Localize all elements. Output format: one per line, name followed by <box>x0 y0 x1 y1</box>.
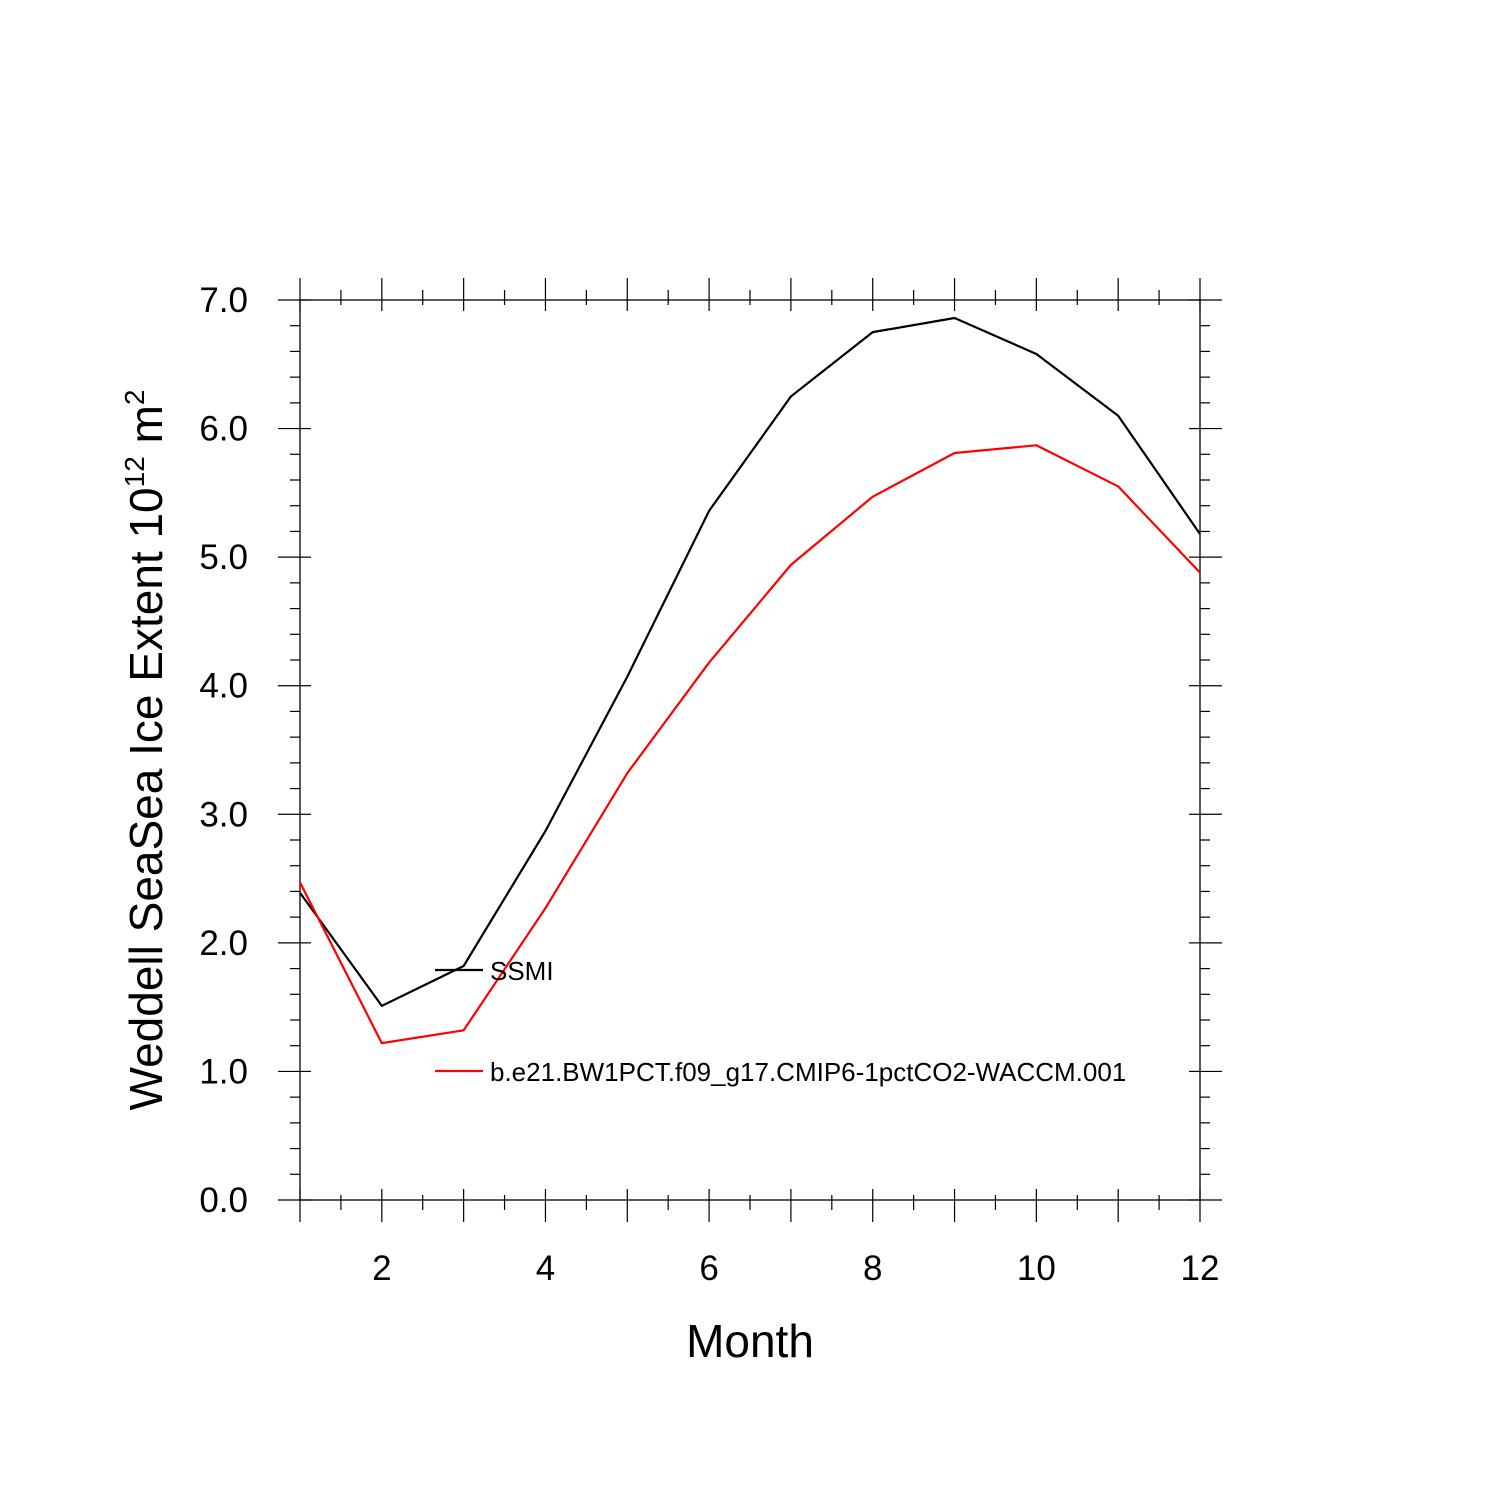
legend-label-model: b.e21.BW1PCT.f09_g17.CMIP6-1pctCO2-WACCM… <box>490 1057 1126 1087</box>
y-tick-label: 1.0 <box>199 1052 248 1091</box>
y-axis-title-unit-exponent: 2 <box>119 390 150 406</box>
y-axis-title: Weddell SeaSea Ice Extent 1012 m2 <box>119 390 172 1111</box>
x-tick-label: 2 <box>372 1249 391 1288</box>
series-lines <box>299 316 1201 1045</box>
axis-ticks <box>278 278 1222 1222</box>
series-line-ssmi <box>299 316 1201 1007</box>
x-tick-label: 10 <box>1017 1249 1056 1288</box>
x-tick-label: 4 <box>536 1249 555 1288</box>
y-tick-label: 2.0 <box>199 924 248 963</box>
y-axis-title-prefix: Weddell SeaSea Ice Extent 10 <box>120 487 172 1110</box>
x-tick-label: 6 <box>699 1249 718 1288</box>
x-tick-labels: 2 4 6 8 10 12 <box>372 1249 1219 1288</box>
x-tick-label: 12 <box>1181 1249 1220 1288</box>
legend: SSMI b.e21.BW1PCT.f09_g17.CMIP6-1pctCO2-… <box>435 956 1126 1087</box>
y-axis-title-exponent: 12 <box>119 456 150 487</box>
y-tick-labels: 0.0 1.0 2.0 3.0 4.0 5.0 6.0 7.0 <box>199 281 248 1220</box>
x-tick-label: 8 <box>863 1249 882 1288</box>
legend-label-ssmi: SSMI <box>490 956 554 986</box>
y-tick-label: 4.0 <box>199 667 248 706</box>
y-tick-label: 5.0 <box>199 538 248 577</box>
series-line-model <box>299 444 1201 1045</box>
y-tick-label: 6.0 <box>199 410 248 449</box>
y-tick-label: 3.0 <box>199 795 248 834</box>
y-tick-label: 7.0 <box>199 281 248 320</box>
y-tick-label: 0.0 <box>199 1181 248 1220</box>
x-axis-title: Month <box>686 1315 814 1367</box>
y-axis-title-unit: m <box>120 405 172 443</box>
